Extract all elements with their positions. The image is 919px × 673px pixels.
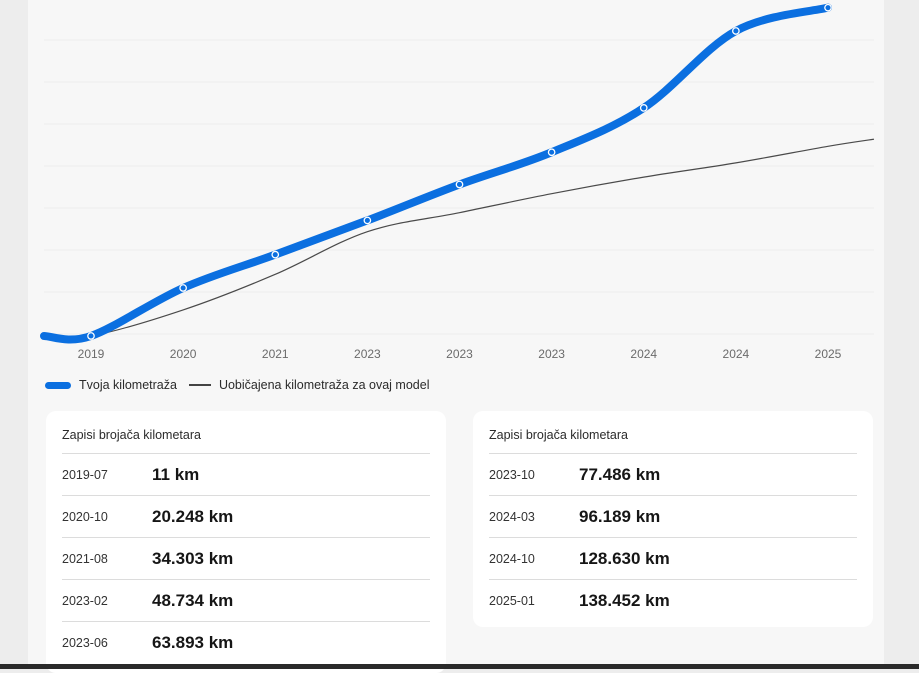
user-mileage-line-group bbox=[40, 3, 832, 344]
data-point bbox=[547, 148, 556, 157]
x-tick-label: 2023 bbox=[446, 347, 473, 361]
chart-legend: Tvoja kilometraža Uobičajena kilometraža… bbox=[45, 376, 429, 394]
record-value: 20.248 km bbox=[152, 506, 234, 526]
user-mileage-line bbox=[40, 3, 832, 344]
legend-label-typical: Uobičajena kilometraža za ovaj model bbox=[218, 378, 430, 392]
record-value: 96.189 km bbox=[579, 506, 661, 526]
record-date: 2024-03 bbox=[489, 509, 535, 524]
card-title: Zapisi brojača kilometara bbox=[489, 411, 857, 454]
record-value: 77.486 km bbox=[579, 464, 661, 484]
data-point bbox=[639, 104, 648, 112]
record-value: 128.630 km bbox=[579, 548, 670, 568]
record-row: 2023-06 63.893 km bbox=[62, 622, 430, 663]
record-row: 2024-03 96.189 km bbox=[489, 496, 857, 538]
record-value: 138.452 km bbox=[579, 590, 670, 610]
record-value: 63.893 km bbox=[152, 632, 234, 652]
record-date: 2021-08 bbox=[62, 551, 108, 566]
data-point bbox=[455, 180, 464, 189]
record-row: 2023-10 77.486 km bbox=[489, 454, 857, 496]
x-tick-label: 2024 bbox=[723, 347, 750, 361]
x-tick-label: 2025 bbox=[815, 347, 842, 361]
typical-mileage-line bbox=[43, 138, 875, 339]
record-row: 2021-08 34.303 km bbox=[62, 538, 430, 580]
record-date: 2025-01 bbox=[489, 593, 535, 608]
record-date: 2024-10 bbox=[489, 551, 535, 566]
record-row: 2019-07 11 km bbox=[62, 454, 430, 496]
record-row: 2025-01 138.452 km bbox=[489, 580, 857, 621]
data-point bbox=[732, 27, 740, 35]
legend-swatch-typical bbox=[188, 384, 211, 386]
x-tick-label: 2020 bbox=[170, 347, 197, 361]
legend-label-user: Tvoja kilometraža bbox=[79, 378, 177, 392]
x-tick-label: 2021 bbox=[262, 347, 289, 361]
card-title: Zapisi brojača kilometara bbox=[62, 411, 430, 454]
chart-grid bbox=[44, 39, 874, 335]
x-tick-label: 2023 bbox=[538, 347, 565, 361]
record-date: 2019-07 bbox=[62, 467, 108, 482]
record-value: 11 km bbox=[152, 464, 200, 484]
data-point bbox=[363, 216, 372, 225]
x-tick-label: 2023 bbox=[354, 347, 381, 361]
typical-mileage-line-group bbox=[43, 138, 875, 339]
record-date: 2023-10 bbox=[489, 467, 535, 482]
record-value: 48.734 km bbox=[152, 590, 234, 610]
data-point bbox=[87, 332, 95, 340]
x-tick-label: 2019 bbox=[78, 347, 105, 361]
data-point bbox=[271, 250, 280, 259]
x-axis-tick-labels: 2019 2020 2021 2023 2023 2023 2024 2024 2025 bbox=[78, 347, 842, 361]
record-date: 2023-06 bbox=[62, 635, 108, 650]
data-point bbox=[179, 284, 187, 292]
mileage-chart: 2019 2020 2021 2023 2023 2023 2024 2024 2025 bbox=[40, 3, 875, 361]
record-value: 34.303 km bbox=[152, 548, 234, 568]
data-point bbox=[824, 3, 832, 12]
odometer-records-card-right: Zapisi brojača kilometara 2023-10 77.486… bbox=[473, 411, 873, 627]
x-tick-label: 2024 bbox=[630, 347, 657, 361]
record-row: 2023-02 48.734 km bbox=[62, 580, 430, 622]
record-date: 2020-10 bbox=[62, 509, 108, 524]
legend-swatch-user bbox=[45, 381, 71, 389]
data-points-group bbox=[87, 3, 832, 340]
record-row: 2020-10 20.248 km bbox=[62, 496, 430, 538]
odometer-records-card-left: Zapisi brojača kilometara 2019-07 11 km … bbox=[46, 411, 446, 673]
bottom-divider bbox=[0, 664, 919, 669]
record-date: 2023-02 bbox=[62, 593, 108, 608]
record-row: 2024-10 128.630 km bbox=[489, 538, 857, 580]
